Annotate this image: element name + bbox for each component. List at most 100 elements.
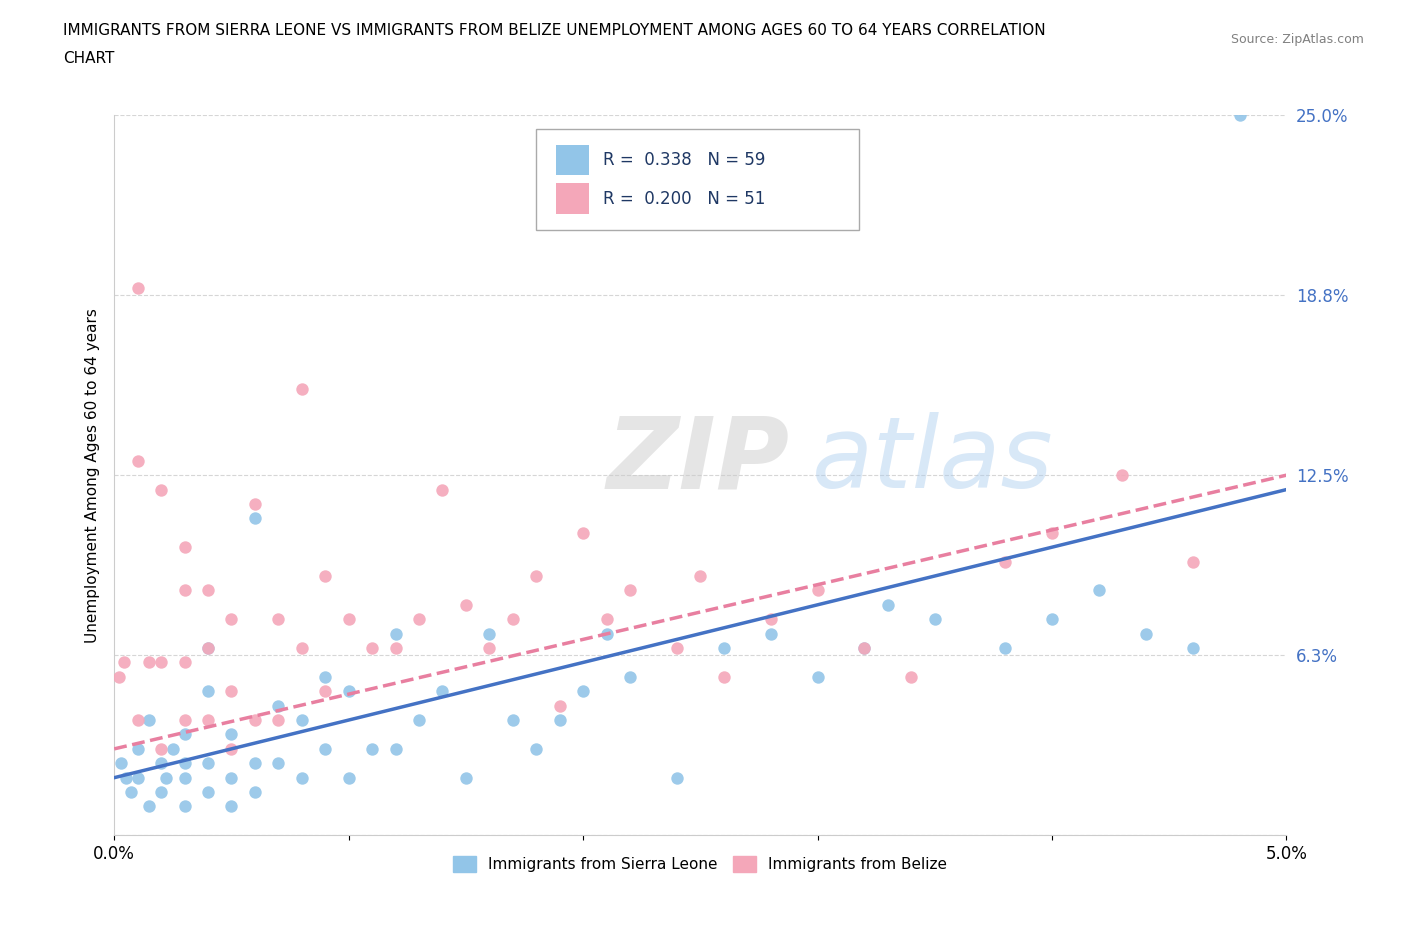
Point	[127, 281, 149, 296]
Point	[197, 583, 219, 598]
Point	[408, 712, 430, 727]
Point	[197, 684, 219, 698]
Point	[1229, 108, 1251, 123]
Point	[314, 568, 336, 583]
Point	[853, 641, 876, 656]
Point	[291, 712, 314, 727]
Point	[112, 655, 135, 670]
Point	[432, 684, 454, 698]
Point	[108, 670, 131, 684]
Point	[221, 741, 243, 756]
Point	[384, 626, 406, 641]
Point	[243, 785, 266, 800]
Point	[408, 612, 430, 627]
Point	[173, 539, 195, 554]
Point	[138, 655, 160, 670]
Point	[150, 655, 173, 670]
Point	[138, 799, 160, 814]
Point	[454, 770, 477, 785]
Text: Source: ZipAtlas.com: Source: ZipAtlas.com	[1230, 33, 1364, 46]
Point	[806, 583, 828, 598]
Point	[619, 583, 641, 598]
Point	[689, 568, 711, 583]
Point	[138, 712, 160, 727]
Point	[1135, 626, 1157, 641]
Point	[314, 684, 336, 698]
Point	[243, 756, 266, 771]
Point	[502, 712, 524, 727]
Point	[665, 770, 688, 785]
Point	[127, 770, 149, 785]
Point	[337, 612, 360, 627]
Bar	[557, 144, 589, 175]
Point	[173, 770, 195, 785]
Point	[572, 684, 595, 698]
Point	[221, 684, 243, 698]
Point	[197, 641, 219, 656]
Point	[478, 626, 501, 641]
Point	[432, 482, 454, 497]
Point	[291, 641, 314, 656]
Point	[267, 612, 290, 627]
Point	[267, 712, 290, 727]
Point	[221, 612, 243, 627]
Y-axis label: Unemployment Among Ages 60 to 64 years: Unemployment Among Ages 60 to 64 years	[86, 308, 100, 643]
Text: IMMIGRANTS FROM SIERRA LEONE VS IMMIGRANTS FROM BELIZE UNEMPLOYMENT AMONG AGES 6: IMMIGRANTS FROM SIERRA LEONE VS IMMIGRAN…	[63, 23, 1046, 38]
Point	[548, 712, 571, 727]
Point	[150, 785, 173, 800]
Text: R =  0.200   N = 51: R = 0.200 N = 51	[603, 190, 765, 207]
Point	[548, 698, 571, 713]
Point	[115, 770, 138, 785]
Point	[877, 597, 900, 612]
Point	[900, 670, 922, 684]
Point	[665, 641, 688, 656]
Point	[853, 641, 876, 656]
Text: atlas: atlas	[811, 412, 1053, 510]
Point	[524, 741, 547, 756]
Point	[197, 712, 219, 727]
Point	[478, 641, 501, 656]
Point	[173, 799, 195, 814]
Point	[759, 612, 782, 627]
Point	[759, 626, 782, 641]
Point	[1111, 468, 1133, 483]
Point	[806, 670, 828, 684]
Point	[524, 568, 547, 583]
Point	[713, 641, 735, 656]
Point	[243, 511, 266, 525]
Point	[595, 626, 617, 641]
Point	[1181, 641, 1204, 656]
Text: R =  0.338   N = 59: R = 0.338 N = 59	[603, 151, 765, 168]
Point	[337, 684, 360, 698]
Point	[173, 583, 195, 598]
Point	[337, 770, 360, 785]
Legend: Immigrants from Sierra Leone, Immigrants from Belize: Immigrants from Sierra Leone, Immigrants…	[447, 850, 953, 878]
Point	[221, 727, 243, 742]
Point	[267, 698, 290, 713]
Point	[173, 712, 195, 727]
Point	[314, 741, 336, 756]
Point	[173, 727, 195, 742]
Point	[173, 655, 195, 670]
Point	[221, 770, 243, 785]
Point	[572, 525, 595, 540]
Point	[150, 482, 173, 497]
Point	[713, 670, 735, 684]
Point	[243, 497, 266, 512]
Point	[994, 641, 1017, 656]
Point	[197, 641, 219, 656]
Point	[155, 770, 177, 785]
Point	[384, 741, 406, 756]
Point	[1040, 525, 1063, 540]
Point	[314, 670, 336, 684]
Point	[924, 612, 946, 627]
Point	[361, 641, 384, 656]
Point	[267, 756, 290, 771]
Point	[619, 670, 641, 684]
Point	[502, 612, 524, 627]
Point	[361, 741, 384, 756]
Point	[291, 381, 314, 396]
Point	[454, 597, 477, 612]
Point	[197, 785, 219, 800]
Point	[110, 756, 132, 771]
